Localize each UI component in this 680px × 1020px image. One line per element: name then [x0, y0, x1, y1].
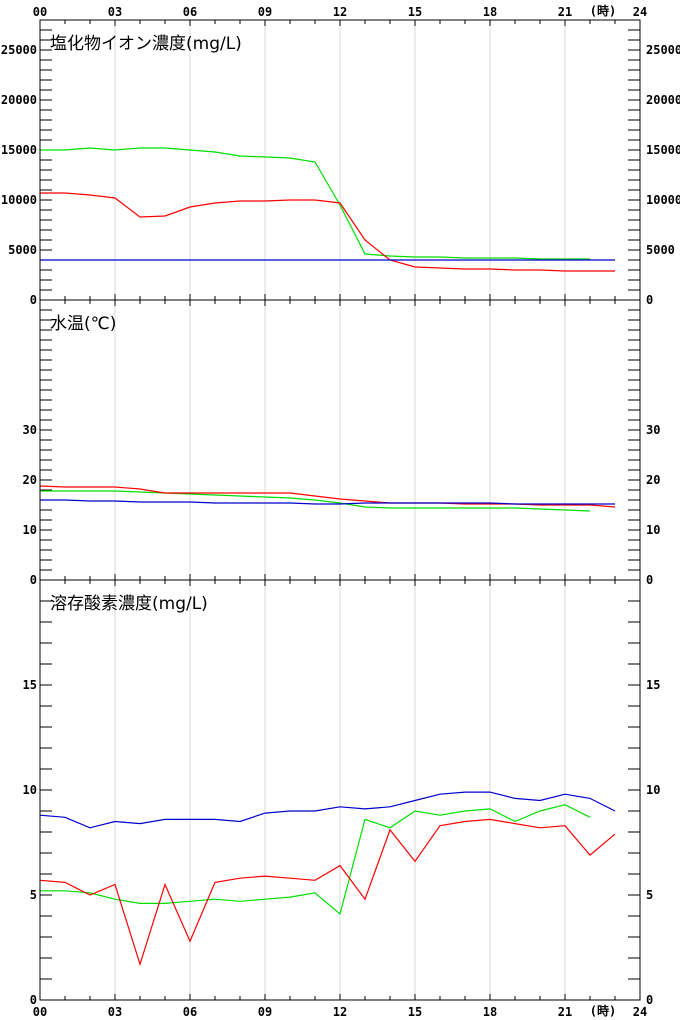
- x-unit-label-bottom: (時): [590, 1003, 616, 1018]
- y-tick-label-left: 0: [30, 993, 37, 1007]
- series-line-2: [40, 804, 591, 915]
- y-tick-label-left: 10000: [1, 193, 37, 207]
- x-tick-label-bottom: 21: [558, 1005, 572, 1019]
- x-tick-label-bottom: 03: [108, 1005, 122, 1019]
- y-tick-label-left: 0: [30, 573, 37, 587]
- y-tick-label-right: 20000: [646, 93, 680, 107]
- y-tick-label-left: 15: [23, 678, 37, 692]
- panel-3: 0 0 5 5 10 10 15 15 溶存酸素濃度(mg/L): [23, 579, 660, 1007]
- series-line-1: [40, 490, 591, 512]
- x-tick-label-bottom: 15: [408, 1005, 422, 1019]
- y-tick-label-left: 15000: [1, 143, 37, 157]
- x-unit-label-top: (時): [590, 3, 616, 18]
- y-tick-label-right: 5: [646, 888, 653, 902]
- y-tick-label-right: 15000: [646, 143, 680, 157]
- x-tick-label-top: 12: [333, 5, 347, 19]
- panel-title: 溶存酸素濃度(mg/L): [50, 594, 208, 614]
- x-tick-label-bottom: 00: [33, 1005, 47, 1019]
- y-tick-label-left: 0: [30, 293, 37, 307]
- y-tick-label-right: 10: [646, 783, 660, 797]
- series-line-3: [40, 499, 615, 505]
- y-tick-label-left: 10: [23, 783, 37, 797]
- series-line-1: [39, 791, 616, 829]
- y-tick-label-left: 20: [23, 473, 37, 487]
- x-tick-label-bottom: 24: [633, 1005, 647, 1019]
- y-tick-label-left: 25000: [1, 43, 37, 57]
- panel-frame: [39, 579, 641, 1001]
- y-tick-label-left: 10: [23, 523, 37, 537]
- x-tick-label-bottom: 09: [258, 1005, 272, 1019]
- y-tick-label-right: 30: [646, 423, 660, 437]
- y-tick-label-left: 30: [23, 423, 37, 437]
- series-line-3: [39, 818, 616, 967]
- x-tick-label-bottom: 06: [183, 1005, 197, 1019]
- x-tick-label-bottom: 12: [333, 1005, 347, 1019]
- x-tick-label-top: 06: [183, 5, 197, 19]
- panel-title: 水温(℃): [50, 314, 116, 334]
- y-tick-label-right: 25000: [646, 43, 680, 57]
- y-tick-label-right: 15: [646, 678, 660, 692]
- panel-2: 0 0 10 10 20 20 30 30 水温(℃): [23, 299, 660, 587]
- series-line-2: [40, 192, 615, 272]
- y-tick-label-right: 0: [646, 993, 653, 1007]
- x-tick-label-top: 09: [258, 5, 272, 19]
- y-tick-label-right: 10: [646, 523, 660, 537]
- y-tick-label-right: 20: [646, 473, 660, 487]
- x-tick-label-top: 21: [558, 5, 572, 19]
- panel-1: 0 0 5000 5000 10000 10000 15000 15000 20000 20000…: [1, 19, 680, 307]
- y-tick-label-left: 5000: [8, 243, 37, 257]
- y-tick-label-right: 5000: [646, 243, 675, 257]
- y-tick-label-left: 5: [30, 888, 37, 902]
- panel-title: 塩化物イオン濃度(mg/L): [50, 34, 242, 54]
- x-tick-label-bottom: 18: [483, 1005, 497, 1019]
- y-tick-label-right: 0: [646, 573, 653, 587]
- y-tick-label-left: 20000: [1, 93, 37, 107]
- series-line-1: [40, 147, 590, 260]
- x-tick-label-top: 15: [408, 5, 422, 19]
- x-tick-label-top: 03: [108, 5, 122, 19]
- x-tick-label-top: 24: [633, 5, 647, 19]
- y-tick-label-right: 0: [646, 293, 653, 307]
- y-tick-label-right: 10000: [646, 193, 680, 207]
- x-tick-label-top: 18: [483, 5, 497, 19]
- x-tick-label-top: 00: [33, 5, 47, 19]
